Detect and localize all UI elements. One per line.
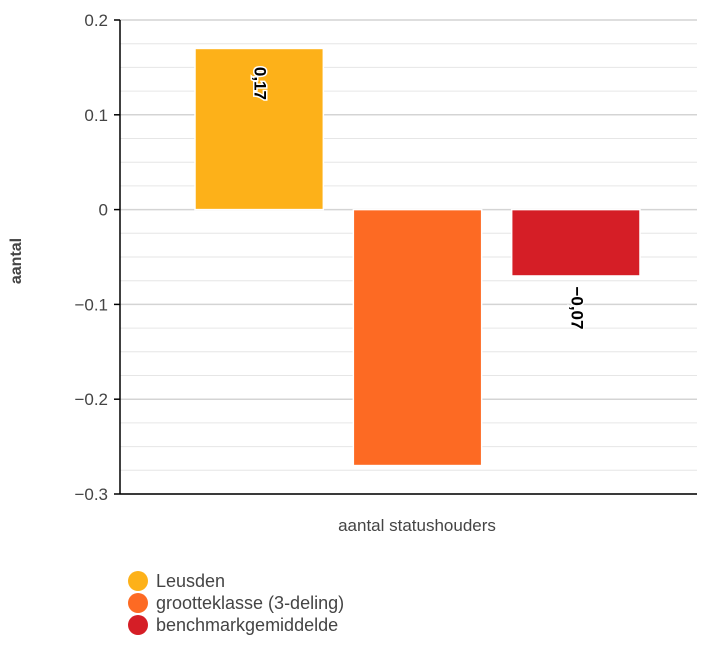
bar-labels: 0,17 −0,07 (249, 65, 588, 331)
y-tick-label: 0.2 (84, 11, 108, 30)
legend-item-grootteklasse[interactable]: grootteklasse (3-deling) (128, 592, 344, 614)
legend-label: benchmarkgemiddelde (156, 614, 339, 635)
legend-marker (128, 615, 148, 635)
legend-label: grootteklasse (3-deling) (156, 592, 345, 613)
y-tick-label: −0.2 (74, 390, 108, 409)
y-ticks: 0.2 0.1 0 −0.1 −0.2 −0.3 (74, 11, 120, 504)
bars (194, 47, 641, 467)
y-tick-label: −0.3 (74, 485, 108, 504)
bar[interactable] (510, 208, 641, 277)
x-axis-label: aantal statushouders (338, 516, 496, 535)
bar[interactable] (194, 47, 325, 211)
y-tick-label: −0.1 (74, 295, 108, 314)
legend-item-leusden[interactable]: Leusden (128, 570, 344, 592)
data-label: −0,07 (567, 286, 586, 329)
bar-chart: 0,17 −0,07 0.2 0.1 0 −0.1 −0.2 −0.3 aantal aan… (8, 11, 697, 535)
legend-marker (128, 571, 148, 591)
y-tick-label: 0.1 (84, 106, 108, 125)
legend: Leusden grootteklasse (3-deling) benchma… (128, 570, 344, 636)
legend-item-benchmarkgemiddelde[interactable]: benchmarkgemiddelde (128, 614, 344, 636)
legend-marker (128, 593, 148, 613)
y-axis-label: aantal (8, 238, 25, 284)
legend-label: Leusden (156, 570, 226, 591)
y-tick-label: 0 (99, 201, 108, 220)
bar[interactable] (352, 208, 483, 467)
data-label: 0,17 (251, 67, 270, 100)
